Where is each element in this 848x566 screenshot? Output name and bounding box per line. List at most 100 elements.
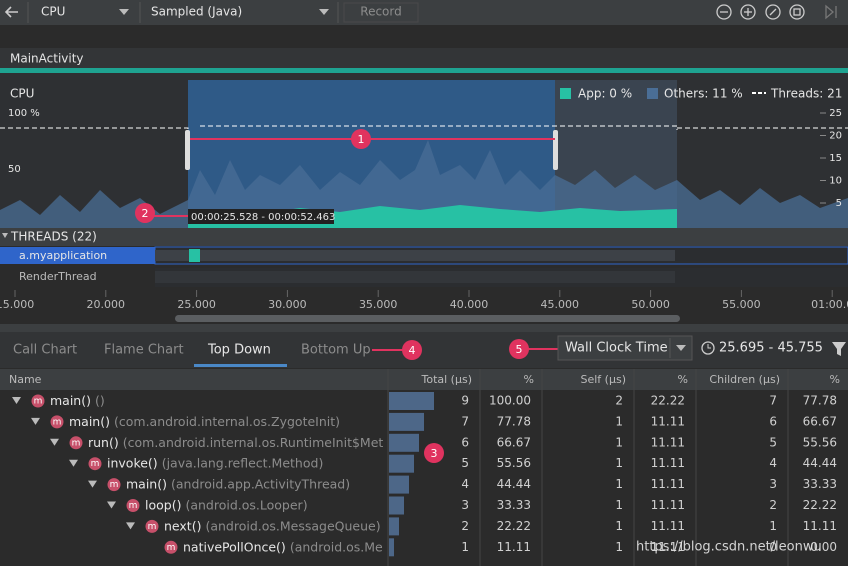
cell-total-pct: 22.22 <box>497 519 531 533</box>
expand-arrow[interactable] <box>31 417 40 425</box>
cell-children: 7 <box>769 394 777 408</box>
method-name: main() () <box>50 393 105 408</box>
selection-time-box <box>188 209 334 224</box>
method-class: () <box>95 393 105 408</box>
tab-active[interactable]: Top Down <box>207 343 271 358</box>
callout-number: 2 <box>142 207 149 220</box>
selection-handle[interactable] <box>185 130 190 170</box>
tree-row[interactable]: m invoke() (java.lang.reflect.Method) 5 55.5… <box>69 454 837 473</box>
right-axis-label: 5 <box>836 198 842 209</box>
column-header[interactable]: Total (µs) <box>421 373 473 386</box>
expand-arrow[interactable] <box>107 501 116 509</box>
left-axis-label: 50 <box>8 164 21 175</box>
profiler-dropdown[interactable]: CPU <box>41 5 65 19</box>
thread-name[interactable]: RenderThread <box>19 270 97 283</box>
callout-badge <box>424 443 444 463</box>
tree-row[interactable]: m nativePollOnce() (android.os.Me 1 11.11 1 11… <box>164 538 838 557</box>
cell-total: 6 <box>461 435 469 449</box>
cell-self: 1 <box>615 414 623 428</box>
tree-row[interactable]: m loop() (android.os.Looper) 3 33.33 1 11.11 2 2… <box>107 496 837 515</box>
mode-dropdown[interactable]: Sampled (Java) <box>151 5 242 19</box>
timeline-label: 55.000 <box>722 298 761 311</box>
cell-total-pct: 100.00 <box>489 394 531 408</box>
cell-self-pct: 11.11 <box>651 435 685 449</box>
method-icon-letter: m <box>129 501 138 511</box>
selection-handle[interactable] <box>553 130 558 170</box>
method-name: invoke() (java.lang.reflect.Method) <box>107 455 323 470</box>
right-axis-label: 10 <box>829 176 842 187</box>
column-header[interactable]: % <box>830 373 840 386</box>
cell-self-pct: 11.11 <box>651 456 685 470</box>
column-header[interactable]: % <box>524 373 534 386</box>
cell-children-pct: 22.22 <box>803 498 837 512</box>
column-header[interactable]: Name <box>9 373 42 386</box>
expand-arrow[interactable] <box>12 397 21 404</box>
zoom-out[interactable] <box>716 4 732 20</box>
legend-entry: Threads: 21 <box>770 87 842 101</box>
cell-self: 1 <box>615 477 623 491</box>
splitter[interactable] <box>0 324 848 332</box>
cell-total: 4 <box>461 477 469 491</box>
cell-total: 3 <box>461 498 469 512</box>
tree-row[interactable]: m main() () 9 100.00 2 22.22 7 77.78 <box>12 392 837 410</box>
thread-name[interactable]: a.myapplication <box>19 249 107 262</box>
callout-badge <box>402 340 422 360</box>
tab[interactable]: Call Chart <box>13 343 77 358</box>
expand-arrow[interactable] <box>88 480 97 488</box>
table-header <box>0 369 848 390</box>
method-name-text: main() <box>126 476 167 491</box>
expand-arrow[interactable] <box>126 522 135 530</box>
cell-children: 1 <box>769 519 777 533</box>
thread-row-selected[interactable] <box>0 247 155 264</box>
cell-total-pct: 66.67 <box>497 435 531 449</box>
method-name: run() (com.android.internal.os.RuntimeIni… <box>88 434 383 449</box>
record-button[interactable] <box>343 2 419 23</box>
tree-row[interactable]: m run() (com.android.internal.os.RuntimeIn… <box>50 433 837 452</box>
reset-zoom[interactable] <box>765 4 781 20</box>
column-header[interactable]: Self (µs) <box>581 373 627 386</box>
tree-row[interactable]: m main() (com.android.internal.os.ZygoteIn… <box>31 412 837 431</box>
timeline-label: 25.000 <box>177 298 216 311</box>
left-axis-label: 100 % <box>8 108 40 119</box>
tree-row[interactable]: m next() (android.os.MessageQueue) 2 22.22 1 1… <box>126 517 837 536</box>
go-live[interactable] <box>825 4 837 20</box>
expand-arrow[interactable] <box>50 438 59 446</box>
method-icon <box>107 478 121 492</box>
zoom-in[interactable] <box>740 4 756 20</box>
cell-children-pct: 33.33 <box>803 477 837 491</box>
column-header[interactable]: Children (µs) <box>709 373 780 386</box>
total-bar <box>389 454 414 473</box>
back-button[interactable] <box>4 6 18 18</box>
method-name-text: main() <box>69 413 110 428</box>
expand-arrow[interactable] <box>69 459 78 467</box>
zoom-to-selection[interactable] <box>789 4 805 20</box>
method-class: (android.os.Me <box>290 539 383 554</box>
thread-state <box>155 271 675 283</box>
method-name-text: nativePollOnce() <box>183 539 286 554</box>
method-name-text: run() <box>88 434 119 449</box>
cell-children-pct: 55.56 <box>803 435 837 449</box>
method-icon-letter: m <box>34 397 43 407</box>
method-icon-letter: m <box>110 480 119 490</box>
callout-number: 4 <box>409 344 416 357</box>
cell-children: 5 <box>769 435 777 449</box>
activity-bar <box>0 48 848 68</box>
tab[interactable]: Bottom Up <box>301 343 371 358</box>
cell-self: 1 <box>615 519 623 533</box>
callout-number: 5 <box>516 343 523 356</box>
cell-total-pct: 44.44 <box>497 477 531 491</box>
cell-children: 6 <box>769 414 777 428</box>
method-name-text: loop() <box>145 497 181 512</box>
threads-title: THREADS (22) <box>10 230 97 244</box>
filter-button[interactable] <box>832 342 846 356</box>
cell-self: 2 <box>615 394 623 408</box>
timeline-label: 01:00.0 <box>811 298 848 311</box>
scrollbar[interactable] <box>175 315 680 322</box>
column-header[interactable]: % <box>678 373 688 386</box>
tab[interactable]: Flame Chart <box>104 343 184 358</box>
dropdown-arrow <box>676 345 686 351</box>
collapse-arrow[interactable] <box>2 233 8 238</box>
legend-swatch <box>647 88 658 99</box>
tree-row[interactable]: m main() (android.app.ActivityThread) 4 44.4… <box>88 475 837 494</box>
method-icon-letter: m <box>91 459 100 469</box>
